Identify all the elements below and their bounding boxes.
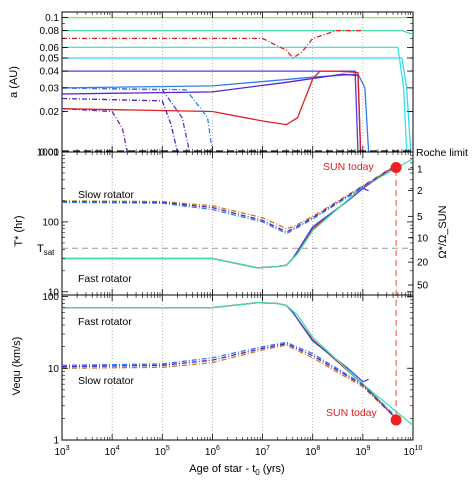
y2-tick-label: 1 <box>417 165 423 176</box>
panel-top-ticks: 0.1 0.08 0.060.05 0.04 0.03 0.02 0.01 <box>40 12 414 159</box>
y-tick-label: 1000 <box>37 148 60 159</box>
series-line-6 <box>61 165 397 235</box>
sun-today-marker <box>390 414 402 426</box>
x-tick-label: 106 <box>205 445 220 458</box>
panel-bottom-ylabel: Vequ (km/s) <box>11 337 23 396</box>
y2-tick-label: 50 <box>417 280 429 291</box>
x-tick-label: 1010 <box>404 445 423 458</box>
panel-bottom-ticks: 1 10 100 103 104 105 106 107 108 109 1010 <box>42 292 422 458</box>
panel-top-ylabel: a (AU) <box>8 66 20 98</box>
y-tick-label: 0.1 <box>45 13 59 24</box>
series-line-3 <box>62 46 408 153</box>
y-tick-label: 100 <box>42 292 59 303</box>
y-tick-label: 10 <box>48 287 60 298</box>
tsat-sub: sat <box>44 248 55 257</box>
y-tick-label: 0.04 <box>40 67 60 78</box>
x-tick-label: 109 <box>355 445 370 458</box>
x-tick-label: 104 <box>105 445 120 458</box>
y-tick-label: 0.08 <box>40 26 60 37</box>
slow-rotator-label-bot: Slow rotator <box>78 375 135 387</box>
series-line-2 <box>62 29 414 36</box>
panel-bottom: 1 10 100 103 104 105 106 107 108 109 1010 Vequ (km… <box>11 292 423 477</box>
series-line-9 <box>62 29 363 59</box>
svg-text:T* (hr): T* (hr) <box>13 215 25 246</box>
y-tick-label: 0.03 <box>40 83 60 94</box>
series-line-6 <box>61 341 397 418</box>
panel-top-grid <box>111 12 364 152</box>
panel-middle-lines <box>61 158 414 420</box>
y-tick-label: 0.05 <box>40 54 60 65</box>
series-line-5 <box>61 164 397 233</box>
tsat-label: Tsat <box>37 243 55 257</box>
panel-middle-grid <box>111 152 364 295</box>
y2-tick-label: 2 <box>417 186 423 197</box>
ylabel-t: T* (hr) <box>13 215 25 246</box>
series-line-13 <box>61 87 214 153</box>
y-tick-label: 100 <box>42 217 59 228</box>
series-line-11 <box>61 97 179 153</box>
y-tick-label: 0.06 <box>40 43 60 54</box>
sun-today-marker <box>390 162 402 174</box>
x-axis-title-sub: 0 <box>255 468 260 477</box>
series-line-4 <box>61 164 397 230</box>
y2-tick-label: 5 <box>417 212 423 223</box>
x-axis-title: Age of star - t0 (yrs) <box>189 463 284 477</box>
fast-rotator-label-mid: Fast rotator <box>78 273 132 285</box>
series-line-10 <box>61 108 128 153</box>
y-tick-label: 10 <box>48 364 60 375</box>
series-line-6 <box>62 70 359 153</box>
y-tick-label: 0.02 <box>40 107 60 118</box>
y2-tick-label: 10 <box>417 233 429 244</box>
series-line-2 <box>62 302 369 383</box>
panel-bottom-frame <box>61 294 414 441</box>
roche-limit-label: Roche limit <box>416 147 468 159</box>
sun-today-label-mid: SUN today <box>323 161 375 173</box>
x-tick-label: 103 <box>54 445 69 458</box>
series-line-5 <box>61 343 397 419</box>
series-line-1 <box>62 164 397 269</box>
sun-today-label-bot: SUN today <box>326 407 378 419</box>
fast-rotator-label-bot: Fast rotator <box>78 316 132 328</box>
panel-top-lines <box>61 16 414 153</box>
y-tick-label: 0.01 <box>40 148 60 159</box>
x-tick-label: 107 <box>255 445 270 458</box>
series-line-3 <box>62 302 414 426</box>
panel-middle-y2label: Ω*/Ω_SUN <box>437 205 449 258</box>
series-line-3 <box>62 158 414 269</box>
panel-top: 0.1 0.08 0.060.05 0.04 0.03 0.02 0.01 a (AU) R… <box>8 11 468 159</box>
y2-tick-label: 20 <box>417 258 429 269</box>
series-line-4 <box>61 344 397 419</box>
panel-middle-ylabel: T* (hr) <box>13 215 25 246</box>
slow-rotator-label-mid: Slow rotator <box>78 189 135 201</box>
x-tick-label: 105 <box>155 445 170 458</box>
y-tick-label: 1 <box>53 436 59 447</box>
x-tick-label: 108 <box>305 445 320 458</box>
series-line-4 <box>62 57 412 153</box>
panel-bottom-lines <box>61 302 414 426</box>
series-line-5 <box>61 73 370 153</box>
x-axis-title-units: (yrs) <box>263 463 285 475</box>
series-line-8 <box>61 70 362 153</box>
